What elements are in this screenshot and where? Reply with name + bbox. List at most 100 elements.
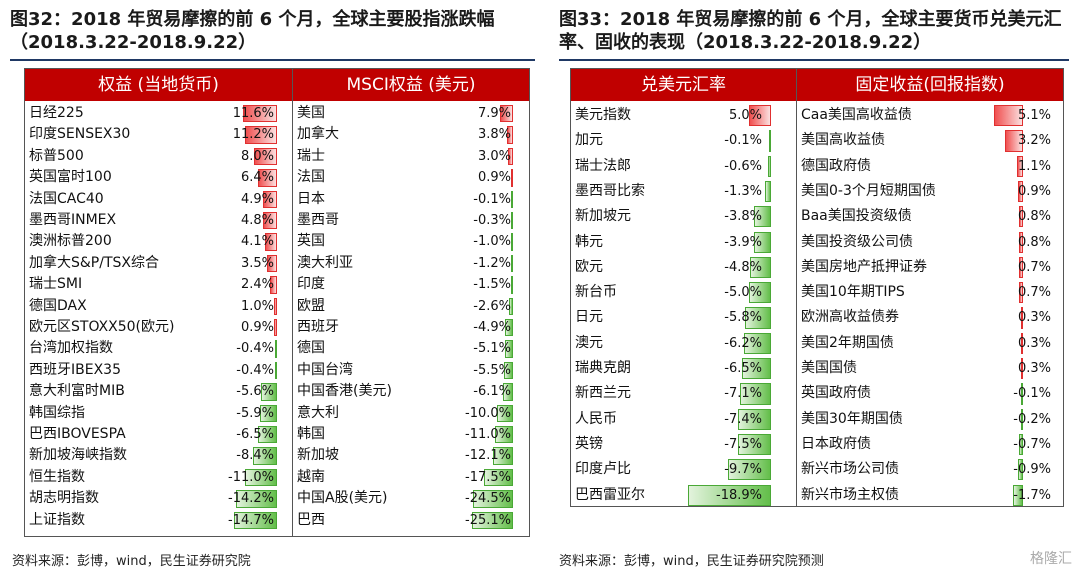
fx-vs-usd-value: -7.1% <box>724 386 762 402</box>
fx-vs-usd-value: -1.3% <box>724 183 762 199</box>
fx-vs-usd-value: -5.8% <box>724 310 762 326</box>
fx-vs-usd-row: 澳元 -6.2% <box>571 331 796 356</box>
fx-vs-usd-label: 美元指数 <box>575 107 631 123</box>
msci-usd-bar <box>511 212 513 230</box>
msci-usd-row: 越南 -17.5% <box>293 467 529 488</box>
fx-vs-usd-row: 美元指数 5.0% <box>571 103 796 128</box>
fixed-income-row: 日本政府债 -0.7% <box>797 432 1063 457</box>
equity-local-value: -11.0% <box>228 469 274 485</box>
fixed-income-row: 德国政府债 1.1% <box>797 154 1063 179</box>
msci-usd-label: 欧盟 <box>297 297 325 314</box>
equity-local-value: 2.4% <box>240 277 274 293</box>
fx-vs-usd-value: 5.0% <box>728 108 762 123</box>
left-title-rule <box>10 59 535 61</box>
msci-usd-bar <box>494 426 513 444</box>
msci-usd-label: 新加坡 <box>297 447 339 464</box>
equity-local-row: 墨西哥INMEX 4.8% <box>25 210 292 231</box>
fixed-income-value: 0.9% <box>1017 183 1051 199</box>
fixed-income-bar <box>1018 231 1023 253</box>
fixed-income-bar <box>1019 282 1023 304</box>
fx-vs-usd-label: 加元 <box>575 132 603 149</box>
fx-vs-usd-value: -6.5% <box>724 361 762 376</box>
msci-usd-bar <box>484 468 513 487</box>
fx-vs-usd-value: -3.9% <box>724 234 762 250</box>
equity-local-row: 西班牙IBEX35 -0.4% <box>25 360 292 381</box>
fixed-income-row: 新兴市场主权债 -1.7% <box>797 483 1063 508</box>
fixed-income-value: 0.7% <box>1017 259 1051 275</box>
fx-vs-usd-label: 澳元 <box>575 334 603 351</box>
msci-usd-value: -25.1% <box>465 512 511 528</box>
fx-vs-usd-label: 瑞典克朗 <box>575 360 631 376</box>
msci-usd-value: -4.9% <box>473 320 511 335</box>
fx-vs-usd-bar <box>742 358 771 380</box>
fx-vs-usd-bar <box>738 408 771 430</box>
fx-vs-usd-bar <box>745 307 771 329</box>
fx-vs-usd-label: 瑞士法郎 <box>575 157 631 174</box>
fx-vs-usd-bar <box>768 155 771 177</box>
fixed-income-bar <box>1016 155 1023 177</box>
msci-usd-label: 中国A股(美元) <box>297 490 388 507</box>
fx-vs-usd-row: 新加坡元 -3.8% <box>571 204 796 229</box>
msci-usd-bar <box>493 447 513 465</box>
msci-usd-bar <box>511 169 513 187</box>
equity-local-row: 标普500 8.0% <box>25 146 292 167</box>
fx-vs-usd-row: 瑞士法郎 -0.6% <box>571 154 796 179</box>
msci-usd-bar <box>508 297 513 315</box>
fixed-income-row: 美国10年期TIPS 0.7% <box>797 280 1063 305</box>
fixed-income-bar <box>1017 180 1023 203</box>
equity-local-row: 瑞士SMI 2.4% <box>25 274 292 295</box>
fixed-income-value: -0.1% <box>1013 386 1051 402</box>
msci-usd-row: 墨西哥 -0.3% <box>293 210 529 231</box>
fixed-income-label: 日本政府债 <box>801 435 871 452</box>
fixed-income-bar <box>1021 408 1023 430</box>
fixed-income-row: 美国国债 0.3% <box>797 356 1063 381</box>
msci-usd-row: 瑞士 3.0% <box>293 146 529 167</box>
equity-local-row: 韩国综指 -5.9% <box>25 403 292 424</box>
equity-local-label: 韩国综指 <box>29 404 85 421</box>
fx-vs-usd-row: 加元 -0.1% <box>571 128 796 153</box>
fx-vs-usd-value: -7.4% <box>724 411 762 427</box>
msci-usd-label: 美国 <box>297 105 325 121</box>
msci-usd-row: 日本 -0.1% <box>293 189 529 210</box>
msci-usd-row: 欧盟 -2.6% <box>293 296 529 317</box>
equity-local-bar <box>274 319 277 337</box>
fx-vs-usd-row: 新西兰元 -7.1% <box>571 381 796 406</box>
equity-local-bar <box>266 254 277 273</box>
fx-vs-usd-row: 瑞典克朗 -6.5% <box>571 356 796 381</box>
fx-vs-usd-label: 韩元 <box>575 233 603 250</box>
fixed-income-label: 美国30年期国债 <box>801 410 903 427</box>
msci-usd-label: 德国 <box>297 340 325 357</box>
fixed-income-bar <box>1018 206 1023 228</box>
fixed-income-row: Caa美国高收益债 5.1% <box>797 103 1063 128</box>
msci-usd-value: -2.6% <box>473 298 511 314</box>
fx-vs-usd-value: -18.9% <box>716 487 762 503</box>
equity-local-bar <box>235 490 277 508</box>
equity-local-value: 4.8% <box>240 213 274 228</box>
fx-vs-usd-label: 巴西雷亚尔 <box>575 486 645 503</box>
fixed-income-bar <box>1021 383 1023 405</box>
equity-local-row: 加拿大S&P/TSX综合 3.5% <box>25 253 292 274</box>
msci-usd-value: -1.0% <box>473 234 511 250</box>
equity-local-bar <box>275 361 277 380</box>
equity-local-label: 标普500 <box>29 147 84 164</box>
msci-usd-label: 澳大利亚 <box>297 254 353 271</box>
equity-local-bar <box>262 190 277 208</box>
msci-usd-value: 3.0% <box>477 148 511 164</box>
msci-usd-label: 中国台湾 <box>297 361 353 378</box>
fx-vs-usd-value: -5.0% <box>724 285 762 301</box>
equity-local-label: 意大利富时MIB <box>29 383 125 400</box>
msci-usd-label: 印度 <box>297 276 325 293</box>
msci-usd-label: 巴西 <box>297 511 325 528</box>
fx-vs-usd-bar <box>743 332 771 354</box>
equity-local-value: -0.4% <box>236 362 274 378</box>
equity-local-row: 欧元区STOXX50(欧元) 0.9% <box>25 317 292 338</box>
fx-vs-usd-value: -7.5% <box>724 436 762 452</box>
msci-usd-bar <box>508 147 513 166</box>
msci-usd-value: -10.0% <box>465 405 511 421</box>
equity-local-label: 德国DAX <box>29 297 87 314</box>
equity-local-label: 日经225 <box>29 105 84 121</box>
right-table: 兑美元汇率 美元指数 5.0% 加元 -0.1% 瑞士法郎 -0.6% 墨西哥比索 -1.3% 新… <box>570 68 1064 507</box>
msci-usd-row: 中国香港(美元) -6.1% <box>293 381 529 402</box>
fx-vs-usd-row: 印度卢比 -9.7% <box>571 457 796 482</box>
msci-usd-bar <box>504 319 513 337</box>
